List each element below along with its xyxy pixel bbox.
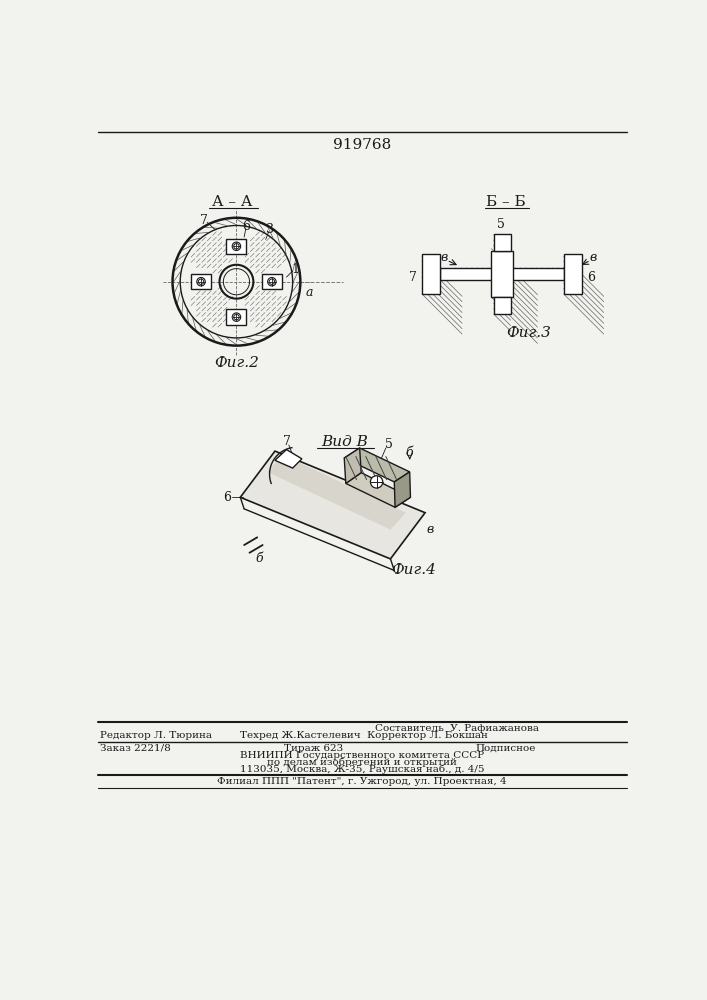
Text: Фиг.4: Фиг.4 [391,563,436,577]
Text: в: в [440,251,448,264]
Text: ВНИИПИ Государственного комитета СССР: ВНИИПИ Государственного комитета СССР [240,751,484,760]
Circle shape [370,476,382,488]
Bar [422,254,440,294]
Bar [226,239,247,254]
Polygon shape [395,472,411,507]
Bar [493,297,510,314]
Bar [491,251,513,297]
Text: 113035, Москва, Ж-35, Раушская наб., д. 4/5: 113035, Москва, Ж-35, Раушская наб., д. … [240,764,484,774]
Polygon shape [240,451,425,559]
Text: Тираж 623: Тираж 623 [284,744,343,753]
Text: 5: 5 [496,218,505,231]
Text: 6: 6 [588,271,595,284]
Text: 5: 5 [385,438,393,451]
Text: Вид В: Вид В [321,435,368,449]
Text: 7: 7 [409,271,416,284]
Text: Редактор Л. Тюрина: Редактор Л. Тюрина [100,732,212,740]
Text: Подписное: Подписное [476,744,536,753]
Text: а: а [306,286,313,299]
Polygon shape [267,455,406,530]
Text: 6: 6 [242,220,250,233]
Text: в: в [427,523,434,536]
Circle shape [268,277,276,286]
Polygon shape [275,450,302,468]
Bar [262,274,282,289]
Polygon shape [346,473,411,507]
Circle shape [197,277,205,286]
Text: 7: 7 [200,214,208,227]
Text: 919768: 919768 [333,138,391,152]
Text: 6: 6 [223,491,231,504]
Text: в: в [590,251,597,264]
Text: Составитель  У. Рафиажанова: Составитель У. Рафиажанова [375,724,539,733]
Text: по делам изобретений и открытий: по делам изобретений и открытий [267,757,457,767]
Polygon shape [344,448,361,483]
Text: Б – Б: Б – Б [486,195,526,209]
Text: А – А: А – А [212,195,253,209]
Text: Филиал ППП "Патент", г. Ужгород, ул. Проектная, 4: Филиал ППП "Патент", г. Ужгород, ул. Про… [217,777,507,786]
Bar [191,274,211,289]
Bar [493,234,510,251]
Text: 7: 7 [283,435,291,448]
Text: Фиг.2: Фиг.2 [214,356,259,370]
Circle shape [232,242,240,251]
Bar [563,254,582,294]
Text: Заказ 2221/8: Заказ 2221/8 [100,744,171,753]
Text: 3: 3 [267,223,274,236]
Text: б: б [406,446,414,459]
Bar [226,309,247,325]
Polygon shape [344,448,409,482]
Text: Техред Ж.Кастелевич  Корректор Л. Бокшан: Техред Ж.Кастелевич Корректор Л. Бокшан [240,732,488,740]
Text: Фиг.3: Фиг.3 [507,326,551,340]
Text: б: б [256,552,263,565]
Text: 1: 1 [291,263,299,276]
Bar [440,268,563,280]
Circle shape [232,313,240,321]
